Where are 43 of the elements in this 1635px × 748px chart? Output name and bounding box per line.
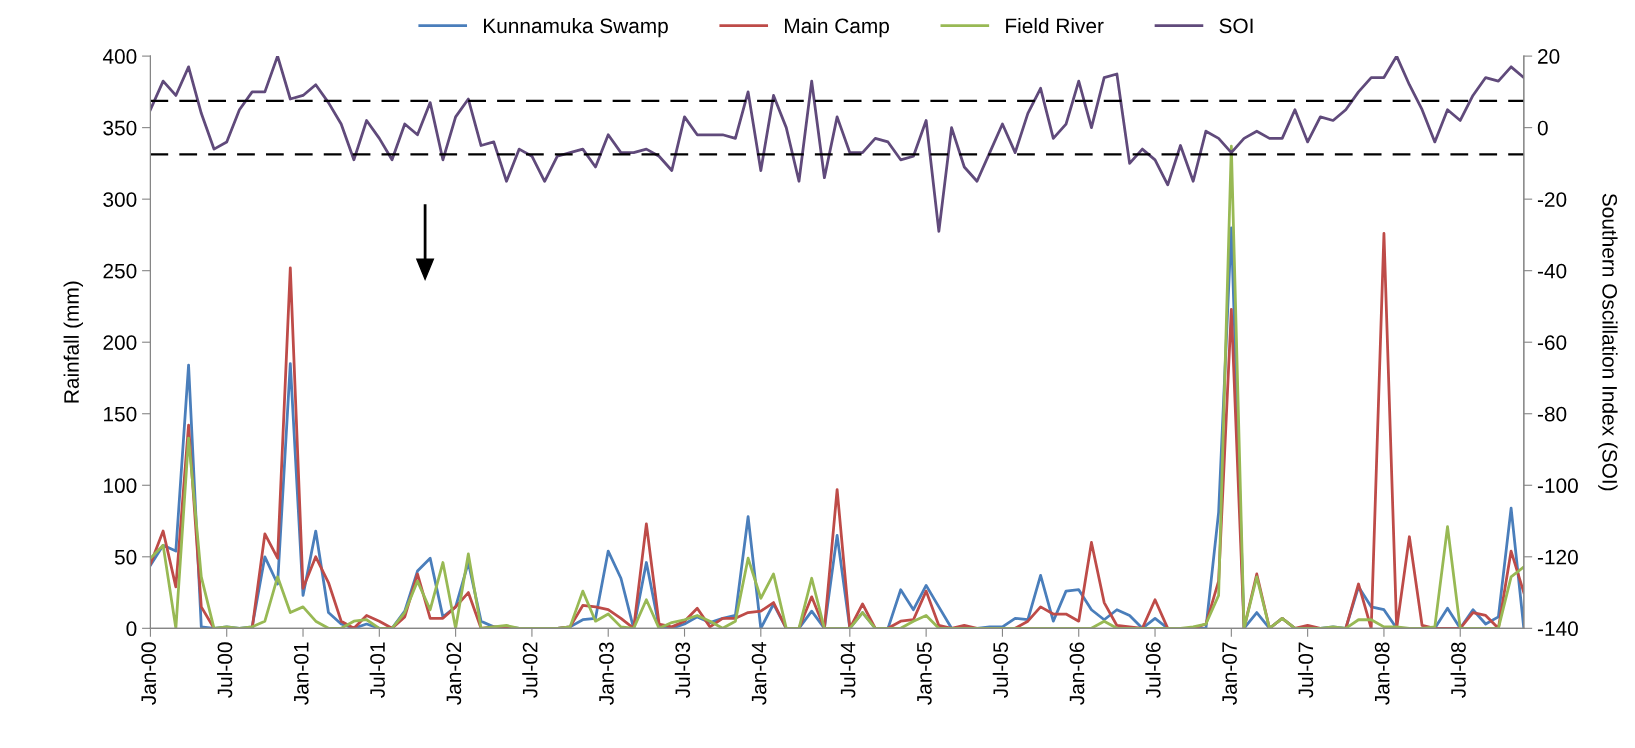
y-tick-label: 100 — [104, 478, 137, 494]
y2-tick-label: -40 — [1537, 263, 1567, 279]
x-tick-label: Jul-04 — [840, 642, 856, 698]
x-tick-label: Jan-04 — [751, 642, 767, 705]
x-tick-label: Jul-07 — [1297, 642, 1314, 698]
y2-tick-label: -20 — [1537, 192, 1567, 207]
x-tick-label: Jul-03 — [674, 642, 691, 698]
legend-label: SOI — [1219, 18, 1253, 34]
x-tick-label: Jul-08 — [1450, 642, 1466, 698]
x-tick-label: Jan-08 — [1374, 642, 1390, 705]
y-tick-label: 150 — [104, 406, 137, 422]
y2-axis-title: Southern Oscillation Index (SOI) — [1598, 193, 1618, 491]
y2-tick-label: -140 — [1537, 621, 1578, 637]
y-tick-label: 200 — [103, 335, 137, 350]
legend-label: Field River — [1006, 17, 1104, 34]
y2-tick-label: -60 — [1537, 335, 1567, 350]
legend-label: Kunnamuka Swamp — [484, 17, 668, 38]
y-tick-label: 400 — [102, 49, 137, 64]
y2-tick-label: -100 — [1537, 478, 1578, 494]
x-tick-label: Jul-05 — [992, 642, 1009, 698]
x-tick-label: Jul-06 — [1145, 642, 1161, 698]
y2-tick-label: -120 — [1537, 549, 1578, 565]
y-tick-label: 250 — [103, 263, 137, 279]
x-tick-label: Jan-06 — [1069, 642, 1085, 705]
y2-tick-label: -80 — [1537, 406, 1567, 422]
x-tick-label: Jan-01 — [293, 642, 309, 705]
y-axis-title: Rainfall (mm) — [63, 281, 84, 403]
y-tick-label: 350 — [103, 120, 137, 136]
x-tick-label: Jul-00 — [217, 642, 233, 698]
y-tick-label: 0 — [126, 621, 137, 637]
x-tick-label: Jul-01 — [369, 642, 385, 698]
line-series — [150, 56, 1524, 233]
y2-tick-label: 20 — [1538, 49, 1560, 64]
x-tick-label: Jul-02 — [522, 642, 538, 698]
x-tick-label: Jan-00 — [141, 642, 157, 705]
x-tick-label: Jan-07 — [1222, 642, 1237, 705]
legend-label: Main Camp — [785, 17, 889, 38]
y-tick-label: 50 — [114, 549, 137, 565]
x-tick-label: Jan-03 — [599, 642, 614, 705]
y2-tick-label: 0 — [1537, 120, 1548, 136]
x-tick-label: Jan-05 — [916, 642, 932, 705]
y-tick-label: 300 — [103, 192, 137, 207]
x-tick-label: Jan-02 — [446, 642, 462, 705]
